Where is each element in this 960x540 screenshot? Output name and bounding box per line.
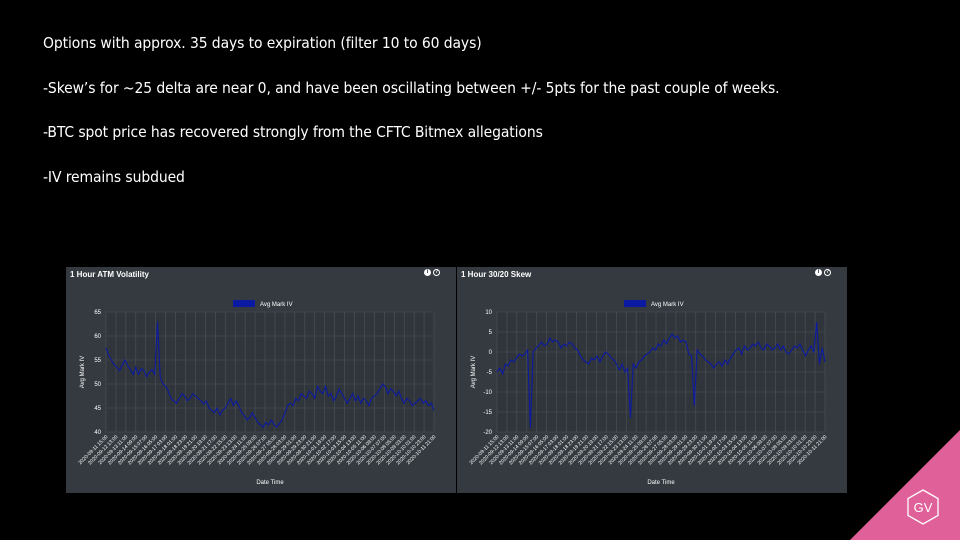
chart-title: 1 Hour ATM Volatility [70, 270, 149, 279]
bullet-expiration: Options with approx. 35 days to expirati… [43, 34, 482, 52]
y-tick-label: 0 [489, 350, 493, 356]
y-tick-label: -15 [483, 410, 492, 416]
bullet-iv: -IV remains subdued [43, 167, 185, 186]
y-tick-label: 5 [489, 330, 493, 336]
bullet-list: Options with approx. 35 days to expirati… [43, 32, 780, 210]
chart-title: 1 Hour 30/20 Skew [461, 270, 532, 279]
help-icon[interactable]: ? [824, 269, 831, 276]
y-tick-label: 60 [94, 334, 101, 340]
y-tick-label: 55 [94, 358, 101, 364]
y-tick-label: -10 [483, 390, 492, 396]
legend-swatch [624, 300, 646, 307]
skew-panel: 1 Hour 30/20 Skew i ? Avg Mark IV -20 -15 -… [457, 267, 847, 493]
x-axis-label: Date Time [647, 480, 675, 486]
info-icon[interactable]: i [424, 269, 431, 276]
x-axis-label: Date Time [256, 480, 284, 486]
legend-label: Avg Mark IV [260, 302, 293, 308]
logo-hexagon-icon [907, 489, 939, 525]
logo-triangle [850, 430, 960, 540]
atm-volatility-panel: 1 Hour ATM Volatility i ? Avg Mark IV 40 4… [66, 267, 456, 493]
bullet-btc-spot: -BTC spot price has recovered strongly f… [43, 123, 543, 141]
legend-swatch [233, 300, 255, 307]
y-tick-label: 40 [94, 430, 101, 436]
y-tick-label: 10 [485, 310, 492, 316]
gv-logo: GV [850, 430, 960, 540]
panel-icons: i ? [424, 269, 440, 276]
y-tick-label: 65 [94, 310, 101, 316]
y-tick-label: 50 [94, 382, 101, 388]
bullet-skew: -Skew’s for ~25 delta are near 0, and ha… [43, 78, 780, 97]
y-tick-label: -20 [483, 430, 492, 436]
y-axis-label: Avg Mark IV [80, 356, 86, 389]
y-tick-label: -5 [487, 370, 493, 376]
logo-text: GV [914, 500, 933, 515]
y-tick-label: 45 [94, 406, 101, 412]
series-line [496, 321, 826, 429]
plot-area [106, 312, 434, 432]
legend-label: Avg Mark IV [651, 302, 684, 308]
help-icon[interactable]: ? [433, 269, 440, 276]
series-line [105, 321, 435, 429]
panel-icons: i ? [815, 269, 831, 276]
y-axis-label: Avg Mark IV [471, 356, 477, 389]
info-icon[interactable]: i [815, 269, 822, 276]
